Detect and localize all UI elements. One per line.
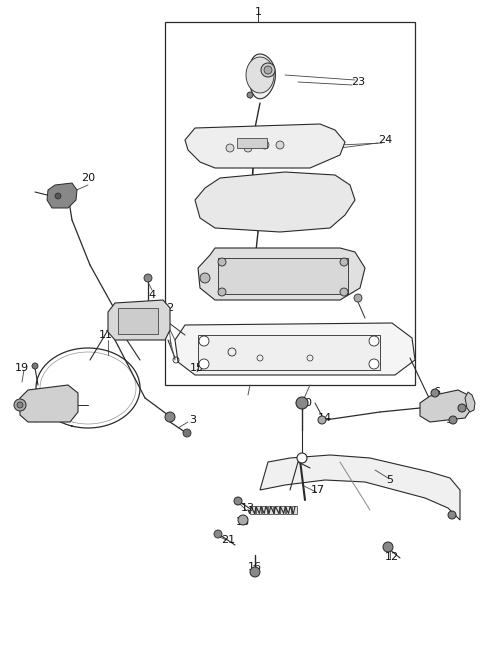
Text: 2: 2 — [124, 307, 132, 317]
Circle shape — [297, 453, 307, 463]
Bar — [218, 258, 348, 294]
Text: 22: 22 — [160, 303, 174, 313]
Circle shape — [449, 416, 457, 424]
Text: 20: 20 — [81, 173, 95, 183]
Bar — [280, 506, 285, 514]
Text: 6: 6 — [433, 387, 441, 397]
Text: 11: 11 — [99, 330, 113, 340]
Polygon shape — [195, 172, 355, 232]
Text: 5: 5 — [386, 475, 394, 485]
Polygon shape — [108, 300, 170, 340]
Bar — [237, 138, 267, 148]
Text: 13: 13 — [241, 503, 255, 513]
Circle shape — [14, 399, 26, 411]
Circle shape — [354, 294, 362, 302]
Polygon shape — [175, 323, 415, 375]
Bar — [262, 506, 267, 514]
Text: 7: 7 — [456, 401, 464, 411]
Bar — [198, 335, 380, 370]
Circle shape — [244, 144, 252, 152]
Circle shape — [234, 497, 242, 505]
Circle shape — [296, 397, 308, 409]
Circle shape — [264, 66, 272, 74]
Circle shape — [144, 274, 152, 282]
Text: 9: 9 — [445, 415, 453, 425]
Circle shape — [199, 336, 209, 346]
Circle shape — [165, 412, 175, 422]
Bar — [292, 506, 297, 514]
Bar — [250, 506, 255, 514]
Text: 19: 19 — [15, 363, 29, 373]
Circle shape — [17, 402, 23, 408]
Text: 4: 4 — [148, 290, 156, 300]
Circle shape — [340, 258, 348, 266]
Polygon shape — [246, 57, 274, 93]
Circle shape — [199, 359, 209, 369]
Circle shape — [250, 567, 260, 577]
Circle shape — [261, 141, 269, 149]
Circle shape — [261, 63, 275, 77]
Circle shape — [226, 144, 234, 152]
Text: 8: 8 — [43, 395, 50, 405]
Circle shape — [218, 288, 226, 296]
Text: 1: 1 — [254, 7, 262, 17]
Circle shape — [458, 404, 466, 412]
Polygon shape — [260, 455, 460, 520]
Circle shape — [218, 258, 226, 266]
Polygon shape — [198, 248, 365, 300]
Bar — [274, 506, 279, 514]
Text: 24: 24 — [378, 135, 392, 145]
Polygon shape — [185, 124, 345, 168]
Circle shape — [183, 429, 191, 437]
Text: 16: 16 — [248, 562, 262, 572]
Circle shape — [369, 336, 379, 346]
Text: 10: 10 — [299, 398, 313, 408]
Bar — [118, 308, 158, 334]
Polygon shape — [47, 183, 77, 208]
Bar — [165, 22, 415, 385]
Circle shape — [318, 416, 326, 424]
Circle shape — [247, 92, 253, 98]
Circle shape — [200, 273, 210, 283]
Bar — [268, 506, 273, 514]
Circle shape — [276, 141, 284, 149]
Circle shape — [340, 288, 348, 296]
Text: 15: 15 — [190, 363, 204, 373]
Text: 12: 12 — [385, 552, 399, 562]
Text: 14: 14 — [318, 413, 332, 423]
Polygon shape — [20, 385, 78, 422]
Circle shape — [32, 363, 38, 369]
Circle shape — [369, 359, 379, 369]
Text: 18: 18 — [236, 517, 250, 527]
Polygon shape — [420, 390, 472, 422]
Circle shape — [238, 515, 248, 525]
Circle shape — [55, 193, 61, 199]
Bar — [286, 506, 291, 514]
Circle shape — [431, 389, 439, 397]
Bar — [256, 506, 261, 514]
Circle shape — [448, 511, 456, 519]
Circle shape — [214, 530, 222, 538]
Circle shape — [383, 542, 393, 552]
Text: 21: 21 — [221, 535, 235, 545]
Text: 17: 17 — [311, 485, 325, 495]
Text: 23: 23 — [351, 77, 365, 87]
Polygon shape — [465, 392, 475, 412]
Text: 3: 3 — [190, 415, 196, 425]
Polygon shape — [249, 54, 276, 99]
